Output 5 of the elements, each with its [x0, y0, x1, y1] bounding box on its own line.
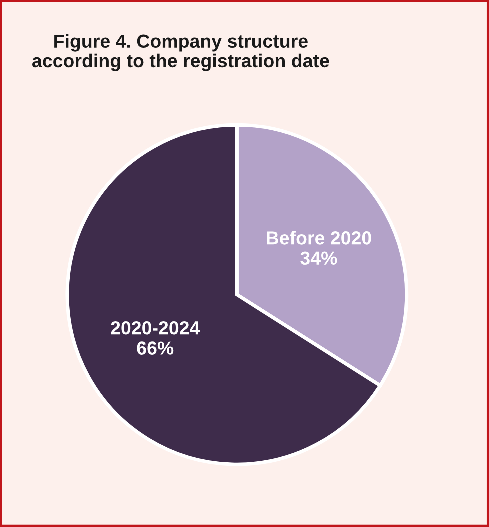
slice-label: Before 2020: [267, 231, 372, 245]
data-label: 66%: [137, 342, 174, 355]
data-label: 34%: [300, 252, 338, 266]
slice-label: 2020-2024: [111, 321, 200, 335]
chart-title: Figure 4. Company structure according to the registration date: [32, 34, 330, 72]
